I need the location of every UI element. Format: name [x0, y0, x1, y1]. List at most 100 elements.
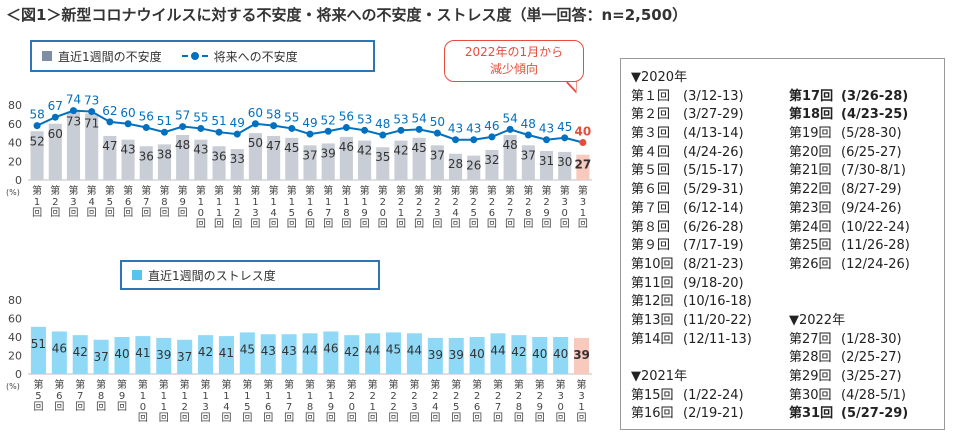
line-point — [452, 136, 460, 144]
x-tick-label: 第 — [263, 378, 273, 391]
bar — [503, 135, 517, 180]
x-tick-label: 第 — [514, 378, 524, 391]
x-tick-label: 第 — [493, 378, 503, 391]
x-tick-label: 回 — [451, 218, 461, 230]
x-tick-label: 8 — [98, 391, 104, 402]
x-tick-label: 1 — [216, 208, 222, 219]
bar-value-label: 48 — [502, 138, 517, 152]
x-tick-label: 1 — [325, 197, 331, 208]
schedule-row: 第24回 (10/22-24) — [789, 219, 910, 238]
schedule-spacer — [789, 293, 910, 312]
x-tick-label: 回 — [409, 412, 419, 424]
x-tick-label: 第 — [305, 378, 315, 391]
line-value-label: 51 — [211, 114, 226, 128]
bar-value-label: 39 — [321, 146, 336, 160]
survey-dates: (11/26-28) — [841, 238, 910, 254]
x-tick-label: 1 — [307, 197, 313, 208]
survey-number: 第20回 — [789, 144, 832, 160]
schedule-row: 第８回 (6/26-28) — [631, 219, 752, 238]
survey-dates: (3/12-13) — [683, 88, 744, 104]
bar — [260, 334, 276, 374]
x-tick-label: 2 — [453, 391, 459, 402]
survey-number: 第９回 — [631, 238, 671, 254]
survey-number: 第４回 — [631, 144, 671, 160]
x-tick-label: 回 — [287, 218, 297, 230]
bar-value-label: 51 — [31, 337, 46, 351]
bar-value-label: 43 — [193, 143, 208, 157]
bar-value-label: 27 — [575, 158, 592, 172]
x-tick-label: 1 — [34, 197, 40, 208]
bar — [156, 337, 172, 374]
bar-value-label: 45 — [284, 141, 299, 155]
schedule-year-heading: ▼2021年 — [631, 369, 688, 384]
bar-value-label: 39 — [428, 348, 443, 362]
x-tick-label: 0 — [562, 208, 568, 219]
x-tick-label: 1 — [307, 391, 313, 402]
schedule-row: 第４回 (4/24-26) — [631, 144, 752, 163]
line-value-label: 43 — [448, 122, 463, 136]
line-value-label: 45 — [557, 120, 572, 134]
bar-value-label: 30 — [557, 155, 572, 169]
bar — [66, 111, 81, 180]
schedule-row: 第26回 (12/24-26) — [789, 256, 910, 275]
line-value-label: 54 — [412, 111, 427, 125]
line-value-label: 48 — [375, 117, 390, 131]
x-tick-label: 第 — [542, 184, 552, 197]
x-tick-label: 6 — [125, 197, 131, 208]
bar — [448, 153, 463, 180]
bar-value-label: 37 — [93, 350, 108, 364]
x-tick-label: 回 — [472, 412, 482, 424]
x-tick-label: 回 — [556, 412, 566, 424]
schedule-row: 第２回 (3/27-29) — [631, 106, 752, 125]
x-tick-label: 第 — [159, 378, 169, 391]
survey-number: 第26回 — [789, 256, 832, 272]
x-tick-label: 第 — [269, 184, 279, 197]
x-tick-label: 第 — [221, 378, 231, 391]
x-tick-label: 回 — [250, 218, 260, 230]
x-tick-label: 2 — [52, 197, 58, 208]
schedule-row: 第６回 (5/29-31) — [631, 181, 752, 200]
survey-number: 第13回 — [631, 312, 674, 328]
x-tick-label: 第 — [523, 184, 533, 197]
bar — [51, 331, 67, 374]
bar — [212, 146, 226, 180]
line-point — [543, 136, 551, 144]
x-tick-label: 回 — [105, 207, 115, 219]
x-tick-label: 2 — [181, 402, 187, 413]
line-point — [33, 122, 41, 130]
x-tick-label: 第 — [341, 184, 351, 197]
anxiety-chart: 020406080(%)52第1回60第2回73第3回71第4回47第5回43第… — [6, 93, 592, 230]
bar — [511, 335, 527, 374]
schedule-row: 第18回 (4/23-25) — [789, 106, 910, 125]
line-point — [342, 124, 350, 131]
schedule-row: 第28回 (2/25-27) — [789, 349, 910, 368]
bar-value-label: 31 — [539, 154, 554, 168]
bar-value-label: 71 — [84, 116, 99, 130]
survey-number: 第17回 — [789, 88, 834, 104]
x-tick-label: 第 — [214, 184, 224, 197]
x-tick-label: 回 — [159, 412, 169, 424]
x-tick-label: 第 — [87, 184, 97, 197]
bar — [448, 337, 464, 374]
x-tick-label: 2 — [234, 208, 240, 219]
schedule-row: 第27回 (1/28-30) — [789, 331, 910, 350]
line-value-label: 58 — [266, 108, 281, 122]
survey-dates: (3/27-29) — [683, 107, 744, 123]
x-tick-label: 2 — [537, 391, 543, 402]
bar — [30, 326, 46, 374]
x-tick-label: 2 — [432, 391, 438, 402]
bar-value-label: 37 — [302, 148, 317, 162]
x-tick-label: 7 — [286, 402, 292, 413]
schedule-column-1: ▼2020年 第１回 (3/12-13) 第２回 (3/27-29) 第３回 (4/13-1… — [631, 69, 752, 424]
x-tick-label: 回 — [389, 412, 399, 424]
x-tick-label: 第 — [96, 378, 106, 391]
bar — [576, 154, 590, 180]
x-tick-label: 0 — [198, 208, 204, 219]
bar-value-label: 44 — [490, 343, 505, 357]
line-point — [124, 120, 132, 128]
x-tick-label: 2 — [474, 391, 480, 402]
x-tick-label: 3 — [202, 402, 208, 413]
x-tick-label: 3 — [70, 197, 76, 208]
bar — [558, 151, 572, 180]
bar-value-label: 42 — [73, 345, 88, 359]
